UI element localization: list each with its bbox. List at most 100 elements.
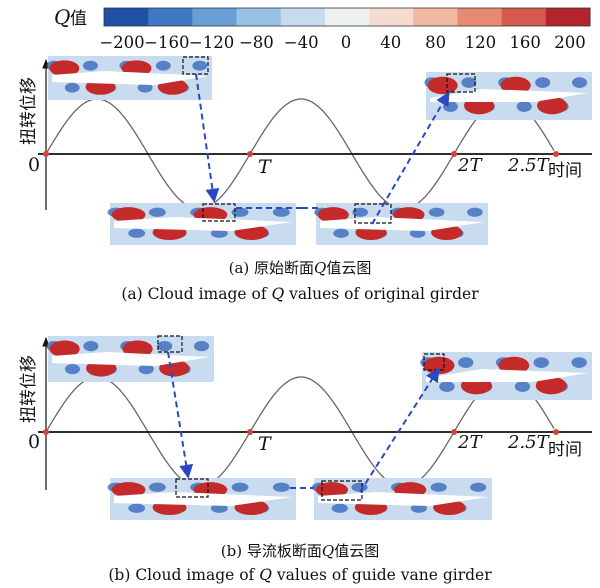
origin-label-b: 0 <box>28 431 40 453</box>
caption-cn-a: (a) 原始断面Q值云图 <box>229 259 372 277</box>
panel-b: 扭转位移 0 T 2T 2.5T 时间 (b) 导流板断面Q值云图 (b) Cl… <box>19 335 592 584</box>
phase-marker <box>553 151 559 157</box>
origin-label-a: 0 <box>28 154 40 176</box>
tick-25t-a: 2.5T <box>507 155 551 176</box>
colorbar-tick-label: −40 <box>284 33 319 52</box>
negative-vortex <box>210 228 228 238</box>
q-cloud-image <box>107 478 296 520</box>
panel-a: 扭转位移 0 T 2T 2.5T 时间 (a) 原始断面Q值云图 (a) Clo… <box>19 56 592 303</box>
negative-vortex <box>467 207 483 217</box>
colorbar-swatch <box>280 8 326 26</box>
positive-vortex <box>122 340 153 358</box>
girder-section <box>52 71 208 85</box>
colorbar-tick-label: 200 <box>554 33 586 52</box>
colorbar: Q 值 −200 −160 −120 −80 −40 0 40 80 120 160 200 <box>54 5 591 52</box>
colorbar-swatch <box>192 8 238 26</box>
negative-vortex <box>192 60 208 71</box>
colorbar-tick-label: −160 <box>144 33 189 52</box>
phase-marker <box>451 429 457 435</box>
girder-section <box>318 492 488 506</box>
colorbar-tick-label: 40 <box>380 33 401 52</box>
positive-vortex <box>49 60 80 77</box>
snapshot-link <box>195 73 220 203</box>
caption-cn-b: (b) 导流板断面Q值云图 <box>221 542 379 560</box>
negative-vortex <box>272 207 290 217</box>
x-axis-label-a: 时间 <box>548 161 582 181</box>
focus-box <box>446 73 476 93</box>
girder-section <box>114 217 292 231</box>
negative-vortex <box>409 228 426 238</box>
negative-vortex <box>138 364 154 375</box>
flow-snapshots-a <box>46 56 592 245</box>
negative-vortex <box>572 77 588 88</box>
positive-vortex <box>317 207 349 223</box>
girder-section <box>320 217 484 231</box>
negative-vortex <box>535 77 551 88</box>
x-axis-label-b: 时间 <box>548 440 582 460</box>
positive-vortex <box>423 356 455 375</box>
phase-marker <box>247 151 253 157</box>
negative-vortex <box>137 82 153 93</box>
caption-en-b: (b) Cloud image of Q values of guide van… <box>108 566 492 584</box>
phase-marker <box>247 429 253 435</box>
negative-vortex <box>210 503 228 513</box>
colorbar-swatches <box>103 7 591 27</box>
positive-vortex <box>427 76 458 95</box>
q-cloud-image <box>420 352 592 400</box>
negative-vortex <box>128 228 146 238</box>
negative-vortex <box>157 341 173 352</box>
q-cloud-image <box>314 203 488 245</box>
focus-box <box>182 56 209 75</box>
negative-vortex <box>351 482 368 492</box>
colorbar-swatch <box>236 8 282 26</box>
negative-vortex <box>231 482 249 492</box>
colorbar-swatch <box>545 8 591 26</box>
snapshot-link <box>167 351 194 479</box>
positive-vortex <box>111 207 146 223</box>
positive-vortex <box>500 76 531 95</box>
negative-vortex <box>155 60 171 71</box>
y-axis-label-b: 扭转位移 <box>19 355 39 423</box>
focus-box <box>175 478 209 498</box>
y-axis-label-a: 扭转位移 <box>19 77 39 145</box>
negative-vortex <box>410 503 427 513</box>
negative-vortex <box>272 482 290 492</box>
colorbar-swatch <box>104 8 149 26</box>
colorbar-tick-label: 0 <box>341 33 352 52</box>
negative-vortex <box>461 77 477 88</box>
tick-2t-b: 2T <box>457 432 483 453</box>
negative-vortex <box>516 101 532 112</box>
snapshot-link <box>359 367 440 493</box>
colorbar-tick-label: −120 <box>189 33 234 52</box>
colorbar-label-q: Q <box>54 5 70 29</box>
q-cloud-image <box>107 203 296 245</box>
colorbar-swatch <box>324 8 370 26</box>
negative-vortex <box>439 381 455 392</box>
q-cloud-image <box>311 478 492 520</box>
tick-t-b: T <box>258 433 272 455</box>
tick-2t-a: 2T <box>457 155 483 176</box>
colorbar-frame <box>103 7 591 27</box>
tick-25t-b: 2.5T <box>507 432 551 453</box>
negative-vortex <box>458 357 474 368</box>
negative-vortex <box>533 357 550 368</box>
snapshot-links-b <box>167 351 440 493</box>
snapshot-link <box>371 91 450 225</box>
negative-vortex <box>82 60 98 71</box>
positive-vortex <box>535 376 567 395</box>
colorbar-swatch <box>457 8 503 26</box>
positive-vortex <box>315 482 348 498</box>
q-cloud-image <box>46 336 214 382</box>
negative-vortex <box>64 82 80 93</box>
colorbar-tick-label: −200 <box>99 33 144 52</box>
colorbar-tick-label: 160 <box>509 33 541 52</box>
negative-vortex <box>64 364 80 375</box>
caption-en-a: (a) Cloud image of Q values of original … <box>121 285 479 303</box>
colorbar-ticks: −200 −160 −120 −80 −40 0 40 80 120 160 200 <box>99 33 585 52</box>
negative-vortex <box>333 228 349 238</box>
negative-vortex <box>470 482 487 492</box>
focus-box <box>157 335 183 353</box>
tick-t-a: T <box>258 156 272 178</box>
negative-vortex <box>83 341 99 352</box>
